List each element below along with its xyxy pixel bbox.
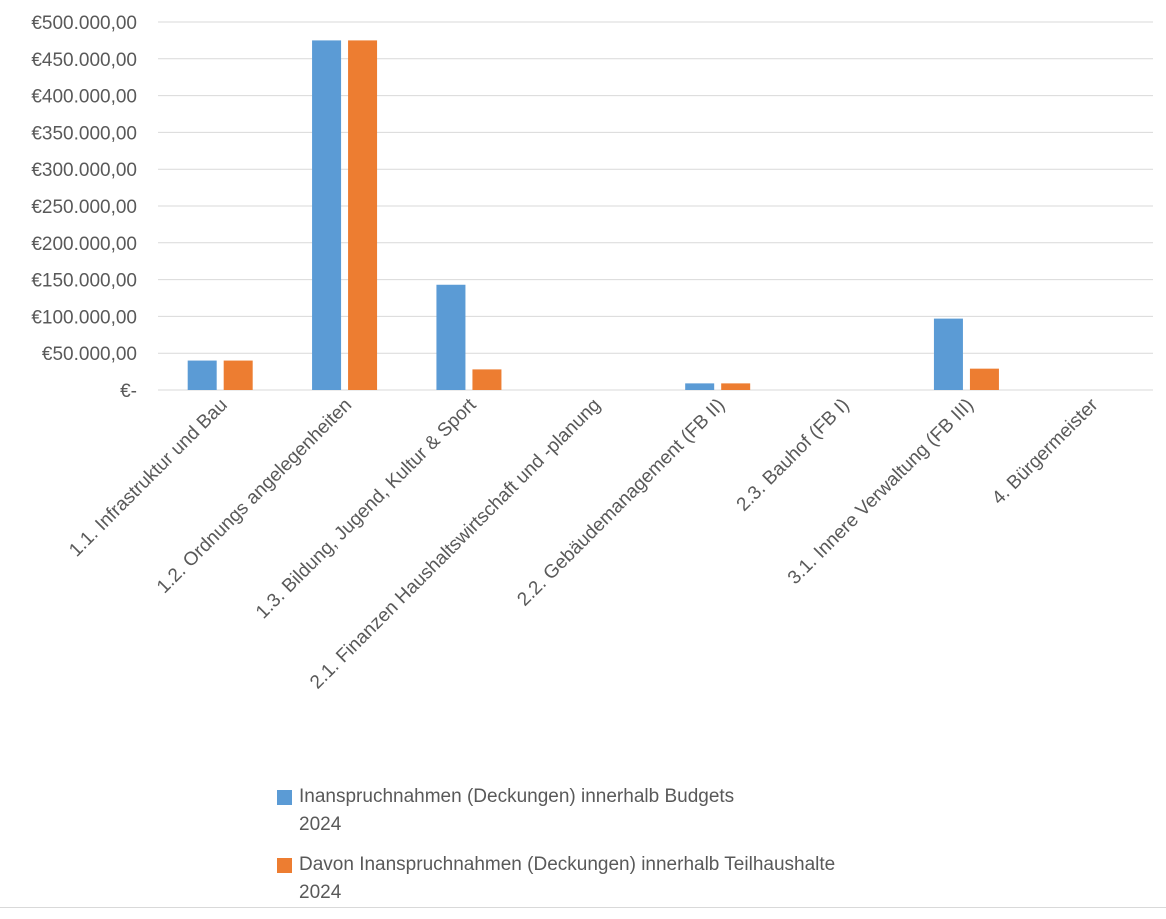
x-category-label: 2.1. Finanzen Haushaltswirtschaft und -p… — [306, 395, 605, 694]
bottom-divider — [0, 907, 1166, 908]
y-tick-label: €- — [120, 381, 137, 402]
legend-label-budgets-line1: Inanspruchnahmen (Deckungen) innerhalb B… — [299, 786, 735, 807]
legend-item-budgets: Inanspruchnahmen (Deckungen) innerhalb B… — [277, 783, 977, 839]
y-tick-label: €350.000,00 — [31, 123, 137, 144]
y-tick-label: €250.000,00 — [31, 197, 137, 218]
x-category-label: 2.3. Bauhof (FB I) — [733, 395, 854, 516]
y-tick-label: €100.000,00 — [31, 307, 137, 328]
bar-teilhaushalte — [969, 368, 999, 390]
y-tick-label: €150.000,00 — [31, 271, 137, 292]
bar-chart: €- €50.000,00 €100.000,00 €150.000,00 €200.0… — [31, 13, 1153, 694]
bar-budgets — [685, 383, 715, 390]
bar-budgets — [436, 284, 466, 390]
x-category-label: 1.3. Bildung, Jugend, Kultur & Sport — [252, 394, 481, 623]
bar-budgets — [187, 360, 217, 390]
x-category-label: 1.2. Ordnungs angelegenheiten — [153, 395, 356, 598]
legend-swatch-teilhaushalte — [277, 858, 292, 873]
legend-swatch-budgets — [277, 790, 292, 805]
y-tick-label: €400.000,00 — [31, 87, 137, 108]
y-tick-label: €300.000,00 — [31, 160, 137, 181]
y-tick-label: €200.000,00 — [31, 234, 137, 255]
bar-budgets — [933, 318, 963, 390]
x-category-label: 2.2. Gebäudemanagement (FB II) — [513, 395, 729, 611]
legend-label-teilhaushalte-line1: Davon Inanspruchnahmen (Deckungen) inner… — [299, 854, 836, 875]
bar-teilhaushalte — [223, 360, 253, 390]
y-tick-label: €450.000,00 — [31, 50, 137, 71]
bar-teilhaushalte — [721, 383, 751, 390]
y-tick-label: €500.000,00 — [31, 13, 137, 34]
legend-label-teilhaushalte-line2: 2024 — [299, 882, 342, 903]
bar-budgets — [312, 40, 342, 391]
y-tick-label: €50.000,00 — [42, 344, 137, 365]
chart-legend: Inanspruchnahmen (Deckungen) innerhalb B… — [277, 783, 977, 919]
legend-item-teilhaushalte: Davon Inanspruchnahmen (Deckungen) inner… — [277, 851, 977, 907]
x-category-label: 4. Bürgermeister — [988, 394, 1103, 509]
legend-label-budgets-line2: 2024 — [299, 814, 342, 835]
bar-teilhaushalte — [472, 369, 502, 390]
bar-teilhaushalte — [348, 40, 378, 391]
